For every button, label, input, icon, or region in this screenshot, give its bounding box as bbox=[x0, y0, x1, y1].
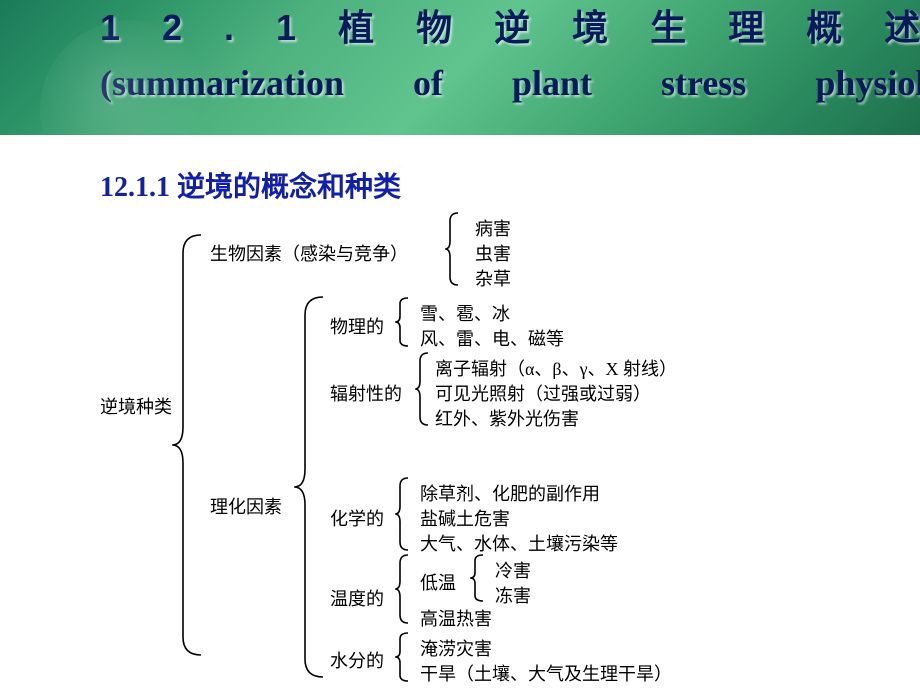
banner: 12.1植物逆境生理概述 (summarization of plant str… bbox=[0, 0, 920, 135]
node-physcat-1: 辐射性的 bbox=[330, 380, 402, 406]
node-root: 逆境种类 bbox=[100, 393, 172, 419]
node-physcat-2: 化学的 bbox=[330, 505, 384, 531]
title-cn: 12.1植物逆境生理概述 bbox=[100, 7, 920, 48]
node-bio-0: 病害 bbox=[475, 215, 511, 241]
brace-bio bbox=[445, 213, 458, 285]
node-bio-1: 虫害 bbox=[475, 240, 511, 266]
node-physcat-3: 温度的 bbox=[330, 585, 384, 611]
node-lowtemp-1: 冻害 bbox=[495, 582, 531, 608]
brace-water bbox=[395, 633, 408, 681]
brace-radiation bbox=[415, 353, 428, 425]
node-lowtemp-0: 冷害 bbox=[495, 557, 531, 583]
node-temp-1: 高温热害 bbox=[420, 605, 492, 631]
brace-lowtemp bbox=[470, 555, 483, 601]
node-level1-1: 理化因素 bbox=[210, 493, 282, 519]
node-water-0: 淹涝灾害 bbox=[420, 635, 492, 661]
node-physcat-4: 水分的 bbox=[330, 647, 384, 673]
diagram: 逆境种类生物因素（感染与竞争）理化因素病害虫害杂草物理的辐射性的化学的温度的水分… bbox=[100, 205, 860, 645]
node-radiation-2: 红外、紫外光伤害 bbox=[435, 405, 579, 431]
node-chemical-2: 大气、水体、土壤污染等 bbox=[420, 530, 618, 556]
title-en: (summarization of plant stress physiolog… bbox=[100, 63, 920, 103]
node-level1-0: 生物因素（感染与竞争） bbox=[210, 240, 408, 266]
node-radiation-0: 离子辐射（α、β、γ、X 射线） bbox=[435, 355, 677, 381]
node-physcat-0: 物理的 bbox=[330, 313, 384, 339]
brace-chemical bbox=[395, 478, 408, 550]
subsection-title: 12.1.1 逆境的概念和种类 bbox=[100, 165, 920, 205]
node-physical-0: 雪、雹、冰 bbox=[420, 300, 510, 326]
node-water-1: 干旱（土壤、大气及生理干旱） bbox=[420, 660, 672, 686]
node-chemical-0: 除草剂、化肥的副作用 bbox=[420, 480, 600, 506]
brace-root bbox=[172, 235, 201, 655]
node-temp-0: 低温 bbox=[420, 569, 456, 595]
node-radiation-1: 可见光照射（过强或过弱） bbox=[435, 380, 651, 406]
brace-temperature bbox=[395, 555, 408, 623]
brace-phys-chem bbox=[294, 297, 323, 677]
brace-physical bbox=[395, 298, 408, 346]
node-chemical-1: 盐碱土危害 bbox=[420, 505, 510, 531]
node-physical-1: 风、雷、电、磁等 bbox=[420, 325, 564, 351]
node-bio-2: 杂草 bbox=[475, 265, 511, 291]
